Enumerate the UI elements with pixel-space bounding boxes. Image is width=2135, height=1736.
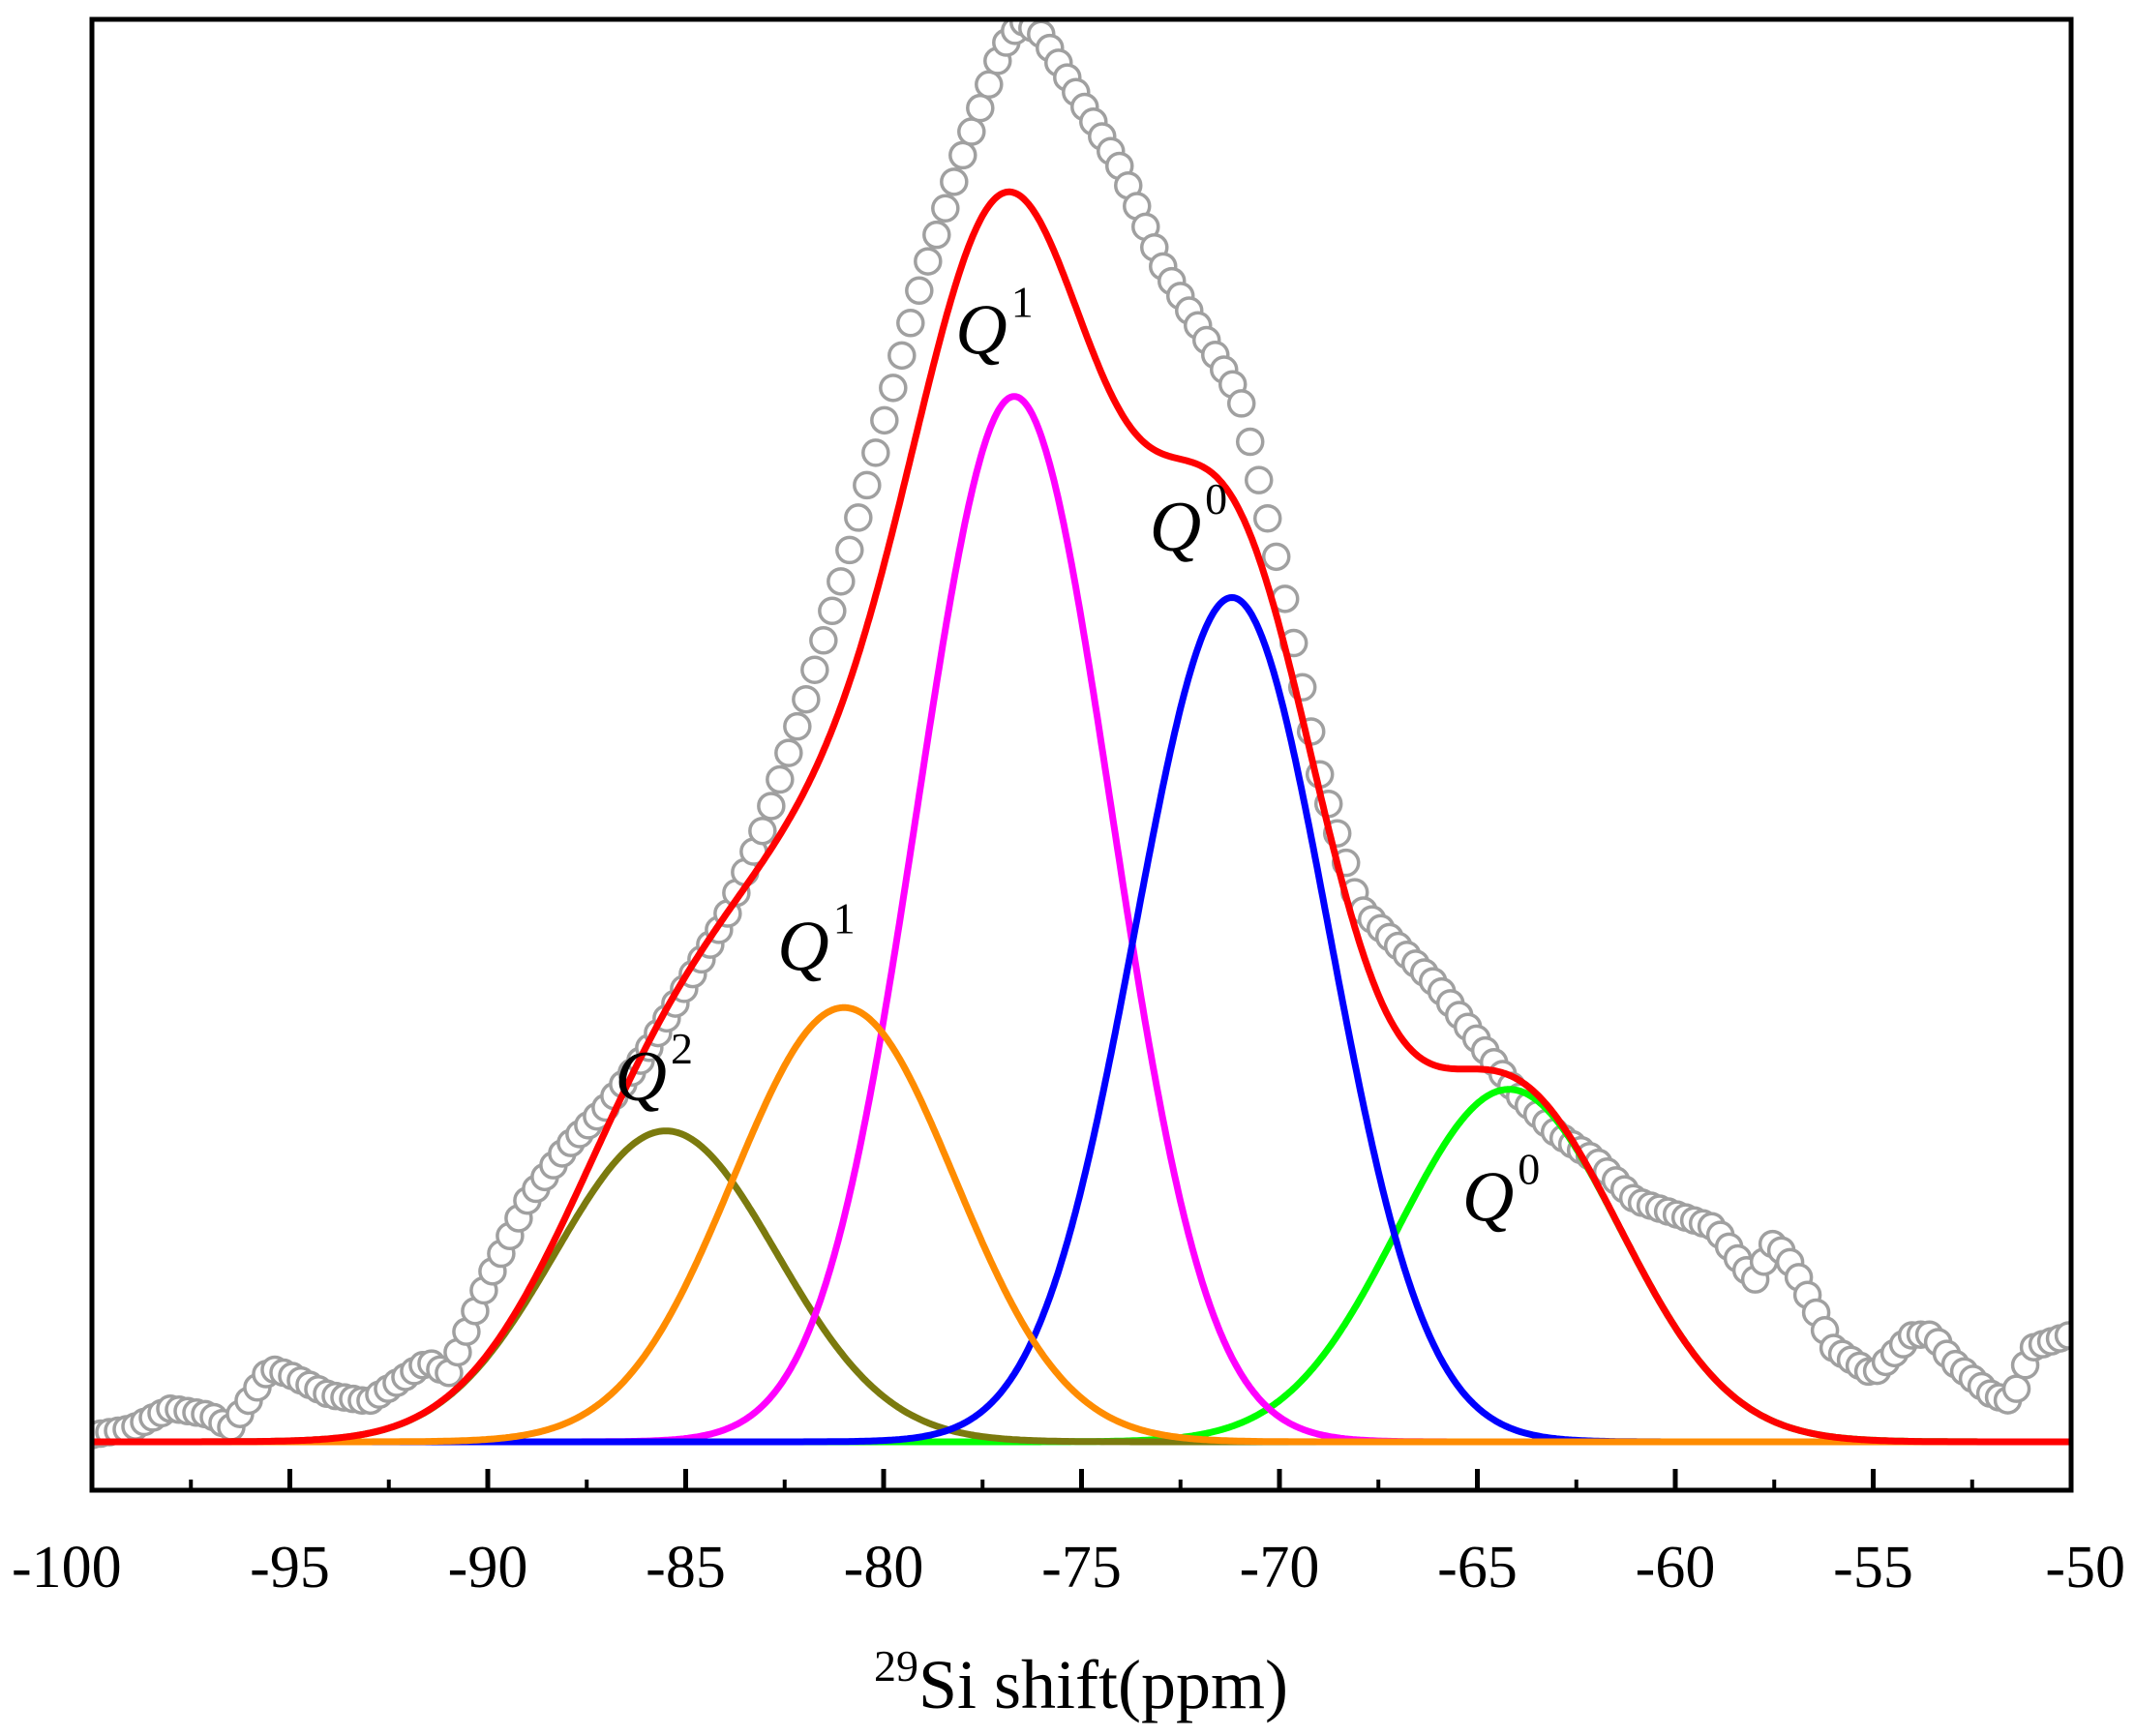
peak-label-symbol: Q [1150, 488, 1201, 567]
curve-total-fit [92, 188, 2071, 1446]
x-axis: -100 -95 -90 -85 -80 -75 -70 -65 -60 -55 -50 [12, 1469, 2125, 1601]
experimental-point [1261, 542, 1291, 572]
experimental-point [783, 711, 812, 741]
experimental-point [957, 117, 986, 146]
experimental-point [914, 247, 943, 276]
peak-label: Q0 [1462, 1144, 1540, 1237]
peak-label-superscript: 0 [1518, 1144, 1540, 1193]
experimental-point [2001, 1374, 2031, 1403]
x-tick-label: -90 [448, 1535, 528, 1601]
x-tick-label: -50 [2045, 1535, 2125, 1601]
peak-label-symbol: Q [616, 1037, 667, 1117]
experimental-point [809, 626, 838, 655]
experimental-point [861, 438, 890, 467]
experimental-point [948, 140, 977, 170]
x-tick-label: -85 [646, 1535, 726, 1601]
x-tick-label: -65 [1437, 1535, 1518, 1601]
curve-q1-1 [92, 1003, 2071, 1446]
experimental-point [975, 70, 1004, 100]
peak-label-symbol: Q [955, 290, 1007, 370]
experimental-point [774, 738, 803, 767]
experimental-point [818, 596, 847, 626]
experimental-point [887, 341, 917, 371]
peak-label: Q0 [1150, 474, 1227, 567]
x-tick-label: -70 [1240, 1535, 1320, 1601]
curve-q1-2 [92, 393, 2071, 1446]
x-axis-title: 29Si shift(ppm) [874, 1641, 1288, 1723]
peak-label: Q1 [955, 277, 1033, 370]
experimental-point [1235, 427, 1265, 457]
experimental-point [827, 567, 856, 596]
experimental-point [1244, 465, 1274, 494]
x-tick-label: -100 [12, 1535, 122, 1601]
experimental-point [966, 93, 995, 123]
x-axis-title-text: Si shift(ppm) [918, 1646, 1288, 1723]
experimental-point [853, 470, 882, 500]
experimental-point [792, 684, 821, 714]
x-tick-label: -75 [1041, 1535, 1122, 1601]
experimental-point [940, 167, 969, 196]
peak-label-symbol: Q [1462, 1157, 1514, 1237]
experimental-point [748, 816, 777, 846]
x-tick-label: -80 [844, 1535, 924, 1601]
experimental-point [1226, 389, 1256, 418]
experimental-point [1252, 503, 1282, 533]
x-tick-label: -55 [1833, 1535, 1913, 1601]
experimental-point [922, 220, 951, 250]
experimental-point [844, 503, 873, 532]
experimental-point [896, 309, 925, 338]
x-tick-label: -60 [1636, 1535, 1716, 1601]
experimental-point [870, 405, 899, 435]
experimental-point [800, 655, 829, 684]
experimental-point [931, 194, 960, 223]
experimental-points [92, 19, 2071, 1450]
fitted-curves [92, 188, 2071, 1446]
peak-label-symbol: Q [777, 907, 828, 986]
experimental-point [905, 276, 934, 306]
peak-label-superscript: 1 [1011, 277, 1034, 326]
peak-label: Q1 [777, 893, 855, 986]
peak-label-superscript: 0 [1205, 474, 1227, 524]
x-tick-label: -95 [250, 1535, 330, 1601]
experimental-point [879, 374, 908, 403]
curve-q0-3 [92, 594, 2071, 1446]
peak-label-superscript: 2 [671, 1024, 693, 1073]
peak-label-superscript: 1 [833, 893, 856, 943]
x-axis-title-superscript: 29 [874, 1641, 918, 1691]
experimental-point [835, 535, 864, 565]
experimental-point [766, 764, 795, 794]
experimental-point [757, 792, 786, 821]
peak-label: Q2 [616, 1024, 693, 1117]
